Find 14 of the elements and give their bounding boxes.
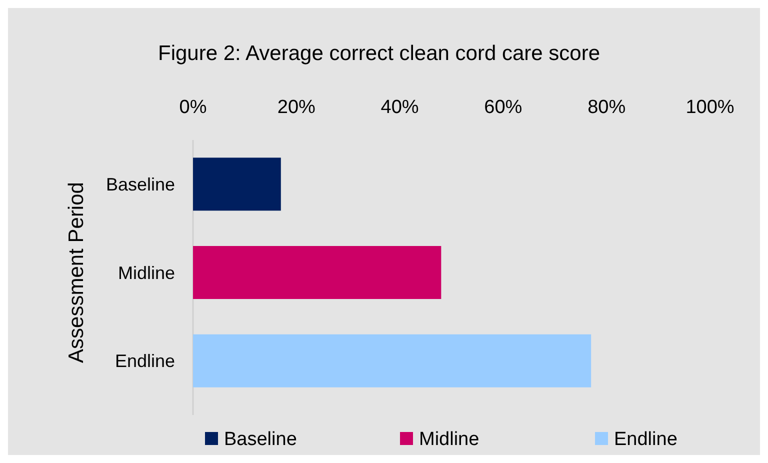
y-tick-label: Midline — [118, 262, 175, 283]
y-tick-label: Endline — [114, 351, 175, 372]
legend-label: Endline — [614, 429, 678, 450]
x-tick-label: 0% — [179, 97, 207, 118]
x-tick-label: 40% — [380, 97, 419, 118]
x-tick-label: 100% — [686, 97, 734, 118]
x-tick-label: 80% — [588, 97, 626, 118]
legend-label: Baseline — [224, 429, 297, 450]
y-axis-title: Assessment Period — [65, 182, 88, 363]
chart-title: Figure 2: Average correct clean cord care score — [158, 42, 600, 65]
x-tick-label: 20% — [277, 97, 316, 118]
x-tick-label: 60% — [484, 97, 522, 118]
y-tick-label: Baseline — [106, 174, 175, 194]
legend-label: Midline — [419, 429, 480, 450]
